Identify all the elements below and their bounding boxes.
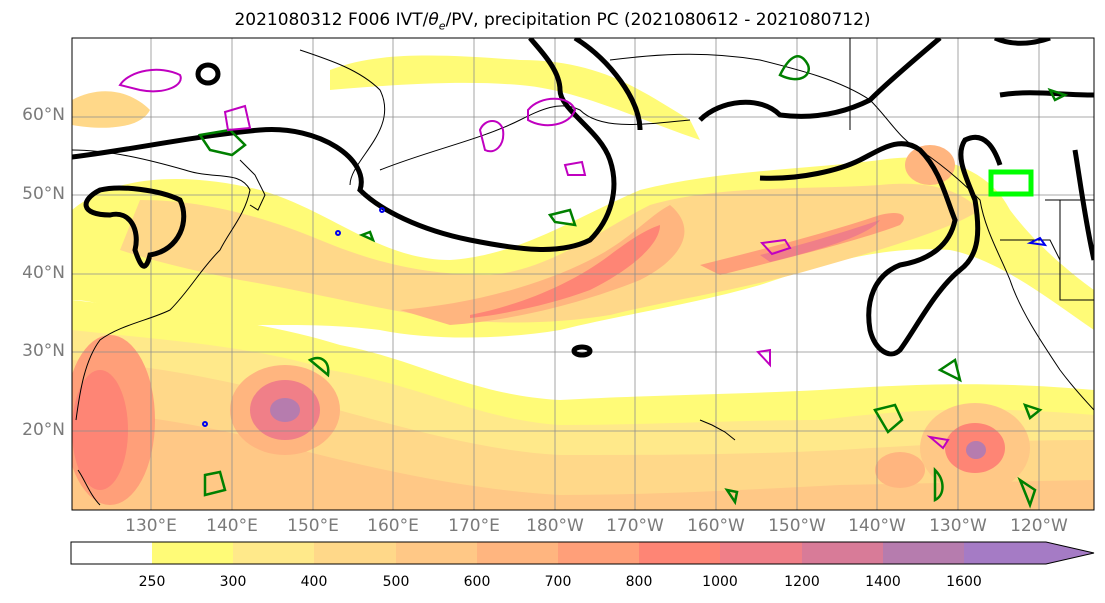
lon-label: 130°W [929, 516, 987, 536]
colorbar-tick-label: 300 [219, 574, 247, 590]
lat-label: 30°N [22, 341, 65, 361]
pv-contour [72, 38, 1094, 358]
coastlines [72, 38, 1094, 506]
lon-label: 130°E [125, 516, 177, 536]
colorbar-tick-label: 1000 [702, 574, 738, 590]
colorbar-bin-11 [964, 542, 1046, 564]
lon-label: 120°W [1010, 516, 1068, 536]
colorbar-bin-2 [233, 542, 314, 564]
map-title: 2021080312 F006 IVT/θe/PV, precipitation… [234, 10, 871, 33]
lon-label: 170°W [606, 516, 664, 536]
colorbar-bin-0 [71, 542, 152, 564]
colorbar-bin-10 [883, 542, 964, 564]
colorbar-extend-arrow [1046, 542, 1094, 564]
colorbar-bin-6 [558, 542, 639, 564]
graticule [72, 38, 1094, 510]
colorbar-bin-5 [477, 542, 558, 564]
colorbar-tick-label: 400 [300, 574, 328, 590]
colorbar-bin-9 [802, 542, 883, 564]
lat-label: 50°N [22, 184, 65, 204]
colorbar-tick-label: 500 [382, 574, 410, 590]
lat-label: 40°N [22, 263, 65, 283]
lat-label: 20°N [22, 420, 65, 440]
colorbar-tick-label: 600 [463, 574, 491, 590]
lon-label: 160°E [367, 516, 419, 536]
lon-label: 160°W [687, 516, 745, 536]
theta-e-contours [197, 55, 1069, 509]
lon-label: 180°W [526, 516, 584, 536]
colorbar-bin-3 [314, 542, 396, 564]
lat-label: 60°N [22, 105, 65, 125]
blue-contours [202, 207, 1048, 427]
lon-label: 150°W [768, 516, 826, 536]
colorbar-tick-label: 1400 [865, 574, 901, 590]
precip-region-box [988, 169, 1034, 197]
colorbar-bin-4 [396, 542, 477, 564]
lon-label: 140°W [848, 516, 906, 536]
colorbar-tick-label: 1200 [784, 574, 820, 590]
ivt-atmospheric-river [72, 55, 1094, 338]
colorbar-tick-label: 1600 [946, 574, 982, 590]
colorbar-tick-label: 250 [138, 574, 166, 590]
colorbar [70, 541, 1095, 565]
colorbar-bin-1 [152, 542, 233, 564]
lon-label: 150°E [287, 516, 339, 536]
lon-label: 140°E [206, 516, 258, 536]
colorbar-bin-7 [639, 542, 720, 564]
colorbar-tick-label: 800 [625, 574, 653, 590]
lon-label: 170°E [448, 516, 500, 536]
colorbar-tick-label: 700 [544, 574, 572, 590]
magenta-contours [118, 68, 950, 450]
colorbar-bin-8 [720, 542, 802, 564]
map-frame [71, 37, 1095, 511]
